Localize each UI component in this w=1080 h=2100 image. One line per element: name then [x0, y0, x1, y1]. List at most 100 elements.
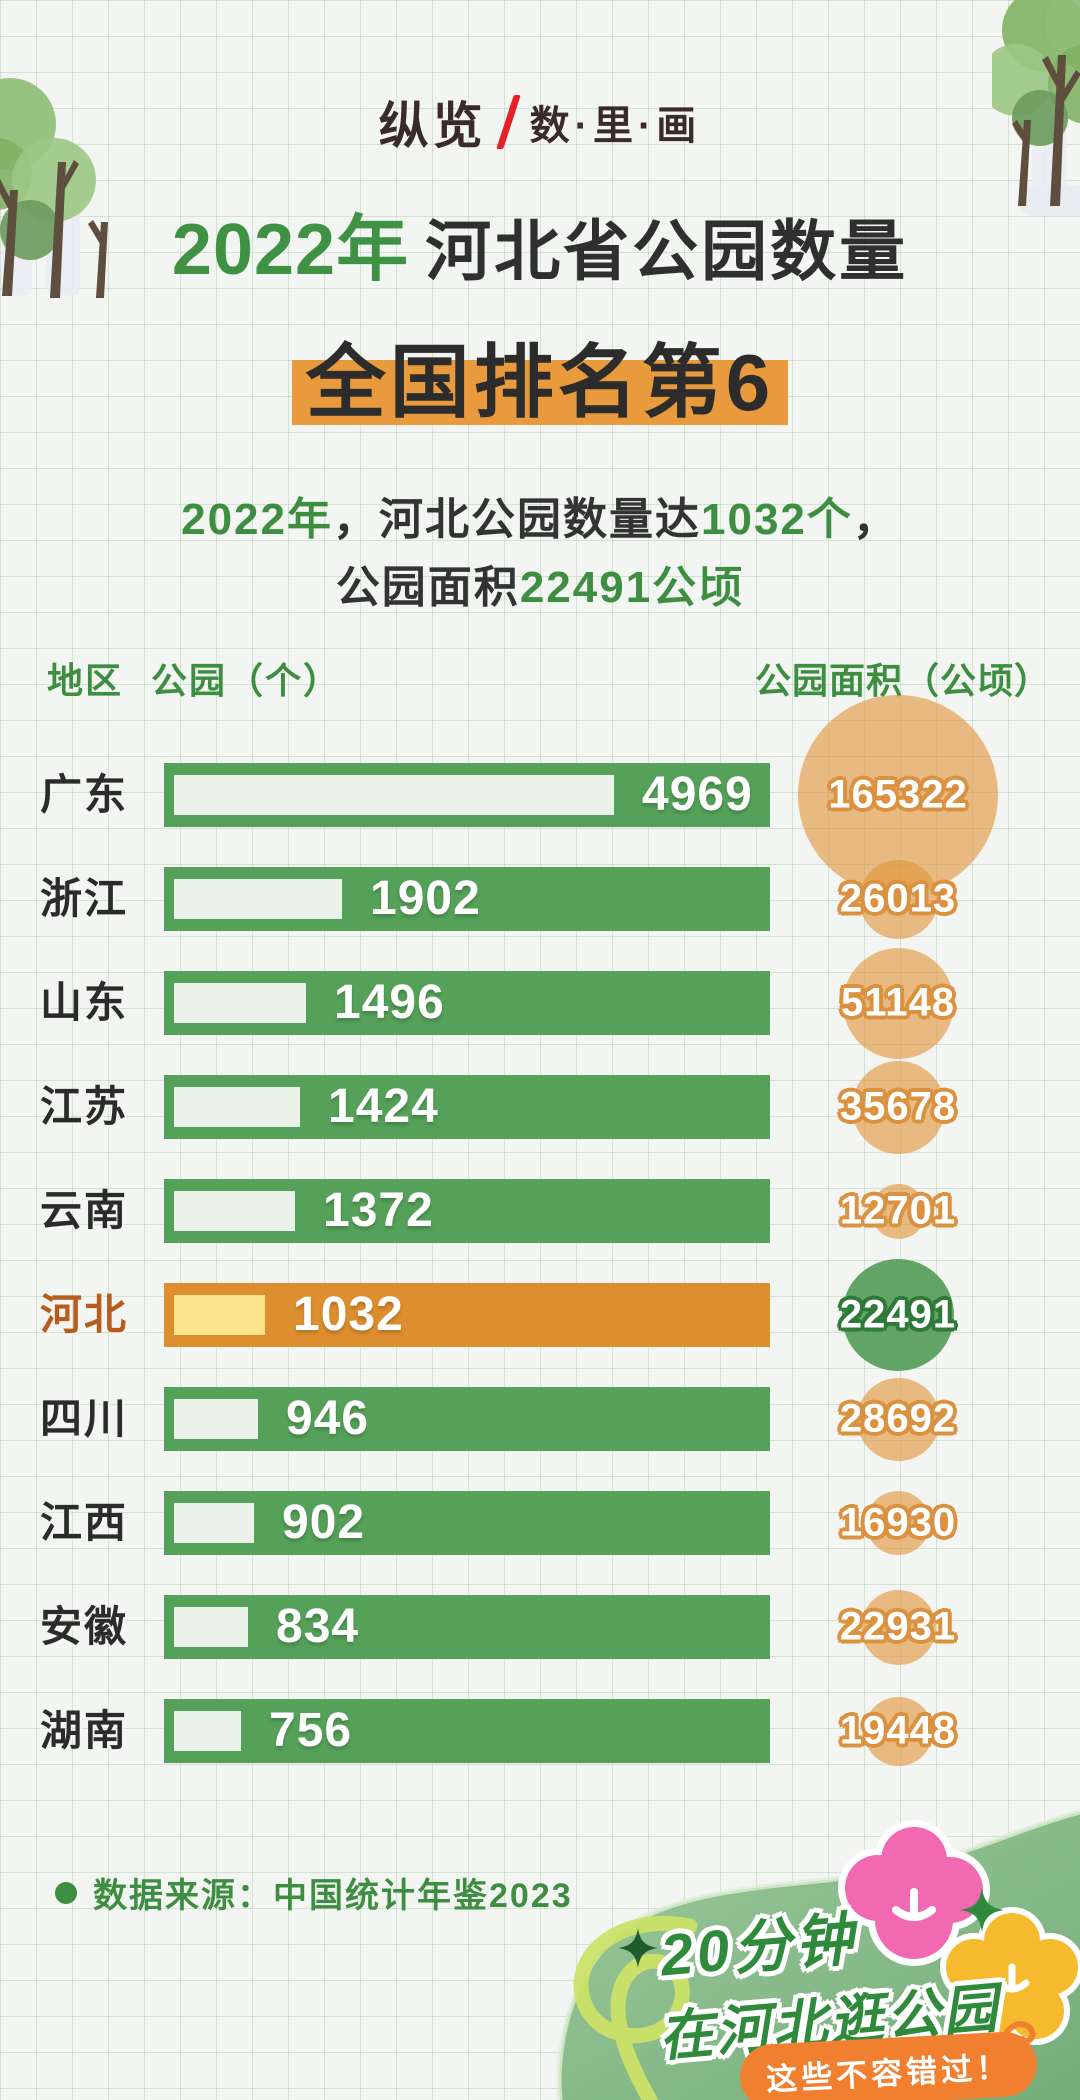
region-label: 山东	[40, 979, 129, 1026]
promo-badge: 20分钟 在河北逛公园 这些不容错过！	[540, 1800, 1080, 2100]
parks-value: 1496	[334, 976, 445, 1029]
summary-text-dark: ，河北公园数量达	[333, 495, 701, 544]
flower-icon-pink	[838, 1820, 990, 1966]
parks-value: 902	[282, 1496, 366, 1549]
parks-value: 1902	[370, 872, 481, 925]
area-circle	[842, 947, 954, 1059]
parks-bar-fill	[174, 775, 614, 815]
area-circle	[870, 1183, 926, 1239]
table-row: 河北 1032 22491	[0, 1259, 1080, 1371]
parks-value: 946	[286, 1392, 370, 1445]
table-row: 云南 1372 12701	[0, 1159, 1080, 1263]
area-value: 22931	[839, 1604, 957, 1649]
subtitle-row: 全国排名第6	[0, 318, 1080, 434]
bullet-icon	[55, 1881, 77, 1904]
region-label: 浙江	[40, 875, 129, 922]
area-value: 165322	[828, 772, 968, 817]
region-label: 云南	[40, 1187, 129, 1234]
parks-bar-fill	[174, 1295, 265, 1335]
summary-line-1: 2022年，河北公园数量达1032个，	[0, 486, 1080, 554]
region-label: 江苏	[40, 1083, 129, 1130]
data-source: 数据来源：中国统计年鉴2023	[55, 1868, 573, 1917]
column-header-area: 公园面积（公顷）	[754, 660, 1051, 701]
table-row: 湖南 756 19448	[0, 1679, 1080, 1783]
parks-bar-fill	[174, 1191, 295, 1231]
area-value: 12701	[839, 1188, 957, 1233]
table-row: 江苏 1424 35678	[0, 1055, 1080, 1159]
area-value: 35678	[839, 1084, 957, 1129]
data-source-text: 数据来源：中国统计年鉴2023	[93, 1877, 573, 1915]
region-label: 江西	[40, 1499, 129, 1546]
summary-area-value: 22491公顷	[519, 563, 745, 612]
area-circle	[860, 1589, 936, 1665]
summary-line-2: 公园面积22491公顷	[0, 554, 1080, 622]
summary-text: 2022年，河北公园数量达1032个， 公园面积22491公顷	[0, 486, 1080, 622]
parks-bar-fill	[174, 879, 342, 919]
parks-bar-fill	[174, 1503, 254, 1543]
area-value: 28692	[839, 1396, 957, 1441]
summary-comma: ，	[852, 495, 899, 544]
area-value: 22491	[839, 1292, 957, 1337]
parks-value: 756	[269, 1704, 353, 1757]
flower-icon-yellow	[940, 1907, 1080, 2045]
parks-bar: 902	[164, 1491, 770, 1555]
region-label: 河北	[40, 1291, 129, 1338]
trees-illustration-right	[992, 0, 1080, 216]
column-header-left: 地区 公园（个）	[47, 652, 341, 704]
table-row: 四川 946 28692	[0, 1367, 1080, 1471]
area-circle	[842, 1259, 954, 1371]
area-value: 19448	[839, 1708, 957, 1753]
parks-bar-fill	[174, 983, 306, 1023]
area-circle	[856, 1377, 940, 1461]
area-circle	[858, 859, 938, 939]
brand-logo: 纵览 数·里·画	[0, 86, 1080, 158]
parks-bar: 1424	[164, 1075, 770, 1139]
region-label: 湖南	[40, 1707, 129, 1754]
parks-bar-fill	[174, 1087, 300, 1127]
summary-count: 1032个	[701, 495, 853, 544]
parks-bar: 4969	[164, 763, 770, 827]
region-label: 四川	[40, 1395, 129, 1442]
table-row: 广东 4969 165322	[0, 695, 1080, 895]
area-circle	[863, 1696, 933, 1766]
parks-value: 1372	[323, 1184, 434, 1237]
area-circle	[866, 1491, 930, 1555]
summary-year: 2022年	[181, 495, 333, 544]
parks-bar: 1902	[164, 867, 770, 931]
area-value: 51148	[840, 980, 956, 1025]
bar-chart: 广东 4969 165322 浙江 1902 26013 山东 1496 51148 江苏 1424…	[0, 695, 1080, 1788]
parks-bar: 756	[164, 1699, 770, 1763]
table-row: 浙江 1902 26013	[0, 847, 1080, 951]
parks-bar-fill	[174, 1399, 258, 1439]
brand-name: 纵览	[378, 98, 487, 154]
trees-illustration-left	[0, 78, 108, 298]
table-row: 山东 1496 51148	[0, 947, 1080, 1059]
summary-area-label: 公园面积	[335, 563, 520, 612]
area-circle	[851, 1060, 945, 1154]
sparkle-icon-light	[960, 1888, 1004, 1932]
parks-bar: 1032	[164, 1283, 770, 1347]
parks-value: 1424	[328, 1080, 439, 1133]
parks-bar: 834	[164, 1595, 770, 1659]
table-row: 安徽 834 22931	[0, 1575, 1080, 1679]
parks-value: 1032	[293, 1288, 404, 1341]
squiggle-line	[573, 1915, 698, 2100]
column-header-region: 地区	[47, 660, 124, 701]
area-value: 26013	[839, 876, 957, 921]
parks-bar-fill	[174, 1711, 241, 1751]
brand-series-name: 数·里·画	[529, 104, 702, 148]
parks-value: 4969	[642, 768, 753, 821]
sparkle-icon-dark	[618, 1928, 658, 1968]
parks-bar: 946	[164, 1387, 770, 1451]
title-text: 河北省公园数量	[425, 214, 909, 288]
region-label: 安徽	[40, 1603, 129, 1650]
parks-bar: 1496	[164, 971, 770, 1035]
column-header-parks: 公园（个）	[151, 660, 342, 701]
parks-bar-fill	[174, 1607, 248, 1647]
parks-bar: 1372	[164, 1179, 770, 1243]
page-title: 2022年 河北省公园数量	[0, 190, 1080, 295]
parks-value: 834	[276, 1600, 360, 1653]
region-label: 广东	[40, 771, 129, 818]
area-value: 16930	[839, 1500, 957, 1545]
